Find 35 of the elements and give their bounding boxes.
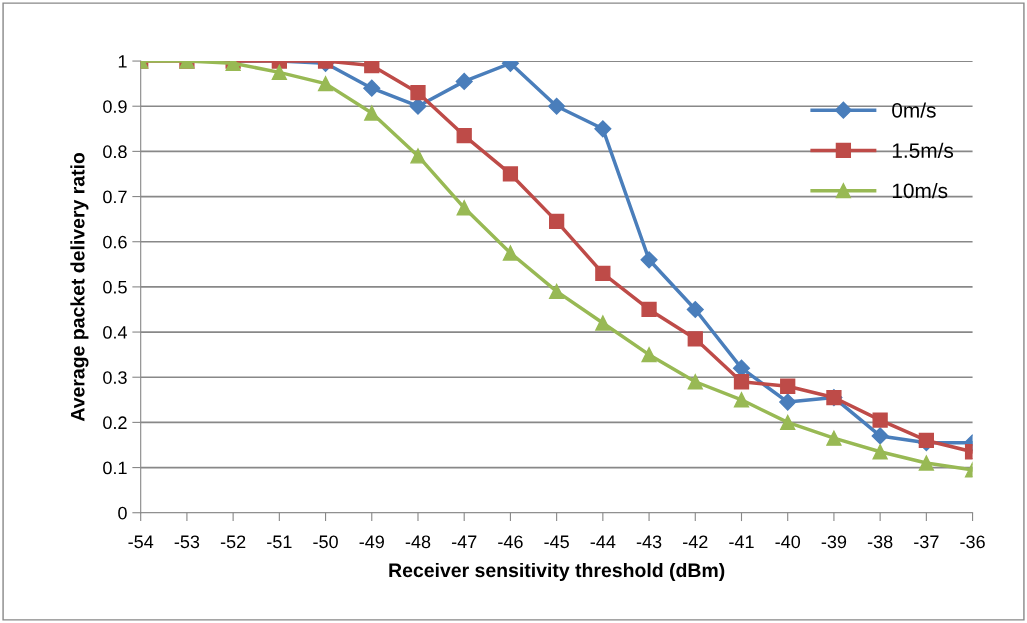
x-tick-label: -38 [867,535,893,549]
x-axis-title: Receiver sensitivity threshold (dBm) [389,562,725,582]
y-tick-label: 0.1 [103,461,127,475]
x-tick-label: -37 [914,535,939,549]
legend-label: 10m/s [892,182,948,199]
x-tick-label: -39 [821,535,847,549]
x-tick-label: -50 [313,535,338,549]
x-tick-label: -48 [405,535,431,549]
x-tick-label: -45 [544,535,569,549]
x-tick-label: -47 [451,535,477,549]
x-tick-label: -54 [128,535,154,549]
y-tick-label: 0.2 [103,416,127,430]
x-tick-label: -43 [636,535,662,549]
y-axis-title: Average packet delivery ratio [70,152,89,422]
y-tick-label: 0 [118,506,127,520]
legend-label: 1.5m/s [892,142,954,158]
x-tick-label: -40 [775,535,801,549]
x-tick-label: -36 [960,535,985,549]
y-tick-label: 1 [118,55,127,68]
x-tick-label: -46 [498,535,523,549]
y-tick-label: 0.3 [103,371,127,384]
y-tick-label: 0.6 [103,235,127,249]
y-tick-label: 0.9 [103,100,127,113]
x-tick-label: -53 [174,535,200,549]
x-tick-label: -52 [220,535,246,549]
x-tick-label: -42 [683,535,708,549]
x-tick-label: -41 [729,535,754,549]
y-tick-label: 0.8 [103,145,127,159]
x-tick-label: -44 [590,535,616,549]
legend-label: 0m/s [892,102,936,118]
y-tick-label: 0.4 [103,325,127,339]
x-tick-label: -49 [359,535,384,549]
y-tick-label: 0.7 [103,190,127,204]
x-tick-label: -51 [267,535,292,549]
y-tick-label: 0.5 [103,280,127,294]
